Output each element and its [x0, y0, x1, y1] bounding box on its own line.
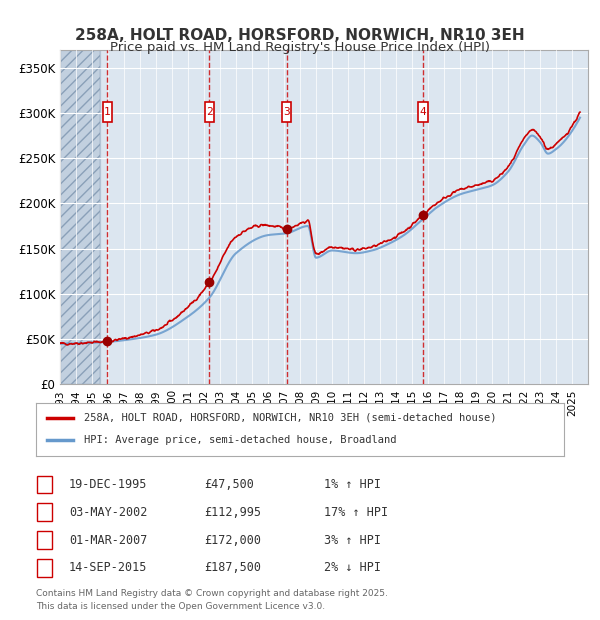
Text: 1: 1: [104, 107, 111, 117]
Text: This data is licensed under the Open Government Licence v3.0.: This data is licensed under the Open Gov…: [36, 602, 325, 611]
FancyBboxPatch shape: [103, 102, 112, 122]
FancyBboxPatch shape: [282, 102, 292, 122]
FancyBboxPatch shape: [205, 102, 214, 122]
Text: 3% ↑ HPI: 3% ↑ HPI: [324, 534, 381, 546]
FancyBboxPatch shape: [418, 102, 428, 122]
Text: 4: 4: [41, 563, 49, 573]
Text: 2: 2: [206, 107, 213, 117]
Text: HPI: Average price, semi-detached house, Broadland: HPI: Average price, semi-detached house,…: [83, 435, 396, 445]
Text: 17% ↑ HPI: 17% ↑ HPI: [324, 506, 388, 518]
Text: 258A, HOLT ROAD, HORSFORD, NORWICH, NR10 3EH: 258A, HOLT ROAD, HORSFORD, NORWICH, NR10…: [75, 28, 525, 43]
Text: 2: 2: [41, 507, 49, 517]
Text: 3: 3: [41, 535, 49, 545]
Text: Contains HM Land Registry data © Crown copyright and database right 2025.: Contains HM Land Registry data © Crown c…: [36, 590, 388, 598]
Text: £112,995: £112,995: [204, 506, 261, 518]
Text: 1: 1: [41, 479, 49, 489]
Text: £187,500: £187,500: [204, 562, 261, 574]
Text: 14-SEP-2015: 14-SEP-2015: [69, 562, 148, 574]
Text: 1% ↑ HPI: 1% ↑ HPI: [324, 478, 381, 490]
Text: 258A, HOLT ROAD, HORSFORD, NORWICH, NR10 3EH (semi-detached house): 258A, HOLT ROAD, HORSFORD, NORWICH, NR10…: [83, 413, 496, 423]
Text: £47,500: £47,500: [204, 478, 254, 490]
Text: 2% ↓ HPI: 2% ↓ HPI: [324, 562, 381, 574]
Text: 19-DEC-1995: 19-DEC-1995: [69, 478, 148, 490]
Text: 03-MAY-2002: 03-MAY-2002: [69, 506, 148, 518]
Text: 4: 4: [420, 107, 427, 117]
Text: Price paid vs. HM Land Registry's House Price Index (HPI): Price paid vs. HM Land Registry's House …: [110, 41, 490, 54]
Text: 3: 3: [283, 107, 290, 117]
Text: 01-MAR-2007: 01-MAR-2007: [69, 534, 148, 546]
Text: £172,000: £172,000: [204, 534, 261, 546]
